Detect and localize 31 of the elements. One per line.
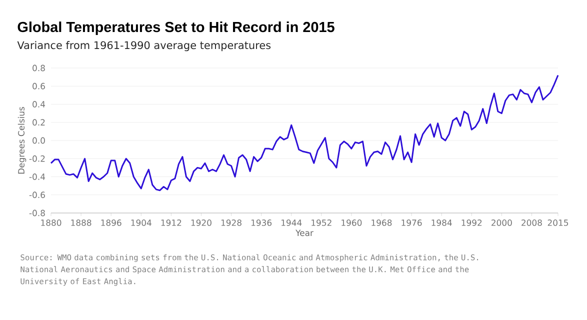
x-tick-label: 1904 xyxy=(131,220,152,226)
y-tick-label: -0.2 xyxy=(29,155,45,162)
x-tick-label: 1936 xyxy=(251,220,272,226)
x-tick-label: 1984 xyxy=(432,220,452,226)
chart-title: Global Temperatures Set to Hit Record in 2015 xyxy=(18,22,334,35)
y-tick-label: -0.6 xyxy=(29,192,45,198)
x-tick-label: 1920 xyxy=(191,220,212,226)
y-tick-label: 0.6 xyxy=(32,82,45,90)
x-tick-label: 2015 xyxy=(548,220,568,226)
x-tick-label: 1976 xyxy=(402,220,422,226)
x-tick-label: 1960 xyxy=(342,220,362,226)
x-tick-label: 1912 xyxy=(161,220,182,226)
y-tick-label: 0.4 xyxy=(32,101,46,108)
x-tick-label: 2008 xyxy=(522,220,542,226)
x-tick-label: 1928 xyxy=(221,220,242,226)
x-tick-label: 1888 xyxy=(71,220,92,226)
x-tick-label: 1952 xyxy=(312,220,332,226)
x-tick-label: 1880 xyxy=(41,220,62,226)
x-tick-label: 1944 xyxy=(282,220,302,226)
y-tick-label: 0.0 xyxy=(32,137,45,144)
x-tick-label: 2000 xyxy=(492,220,512,226)
y-tick-label: -0.4 xyxy=(29,174,46,180)
x-axis-title: Year xyxy=(296,230,314,236)
y-tick-label: -0.8 xyxy=(29,210,45,216)
y-tick-label: 0.2 xyxy=(32,119,45,126)
chart-subtitle: Variance from 1961-1990 average temperatures xyxy=(17,41,271,52)
x-tick-label: 1992 xyxy=(462,220,482,226)
x-tick-label: 1896 xyxy=(101,220,122,226)
x-tick-label: 1968 xyxy=(372,220,392,226)
y-tick-label: 0.8 xyxy=(32,64,45,72)
y-axis-title: Degrees Celsius xyxy=(18,106,26,174)
